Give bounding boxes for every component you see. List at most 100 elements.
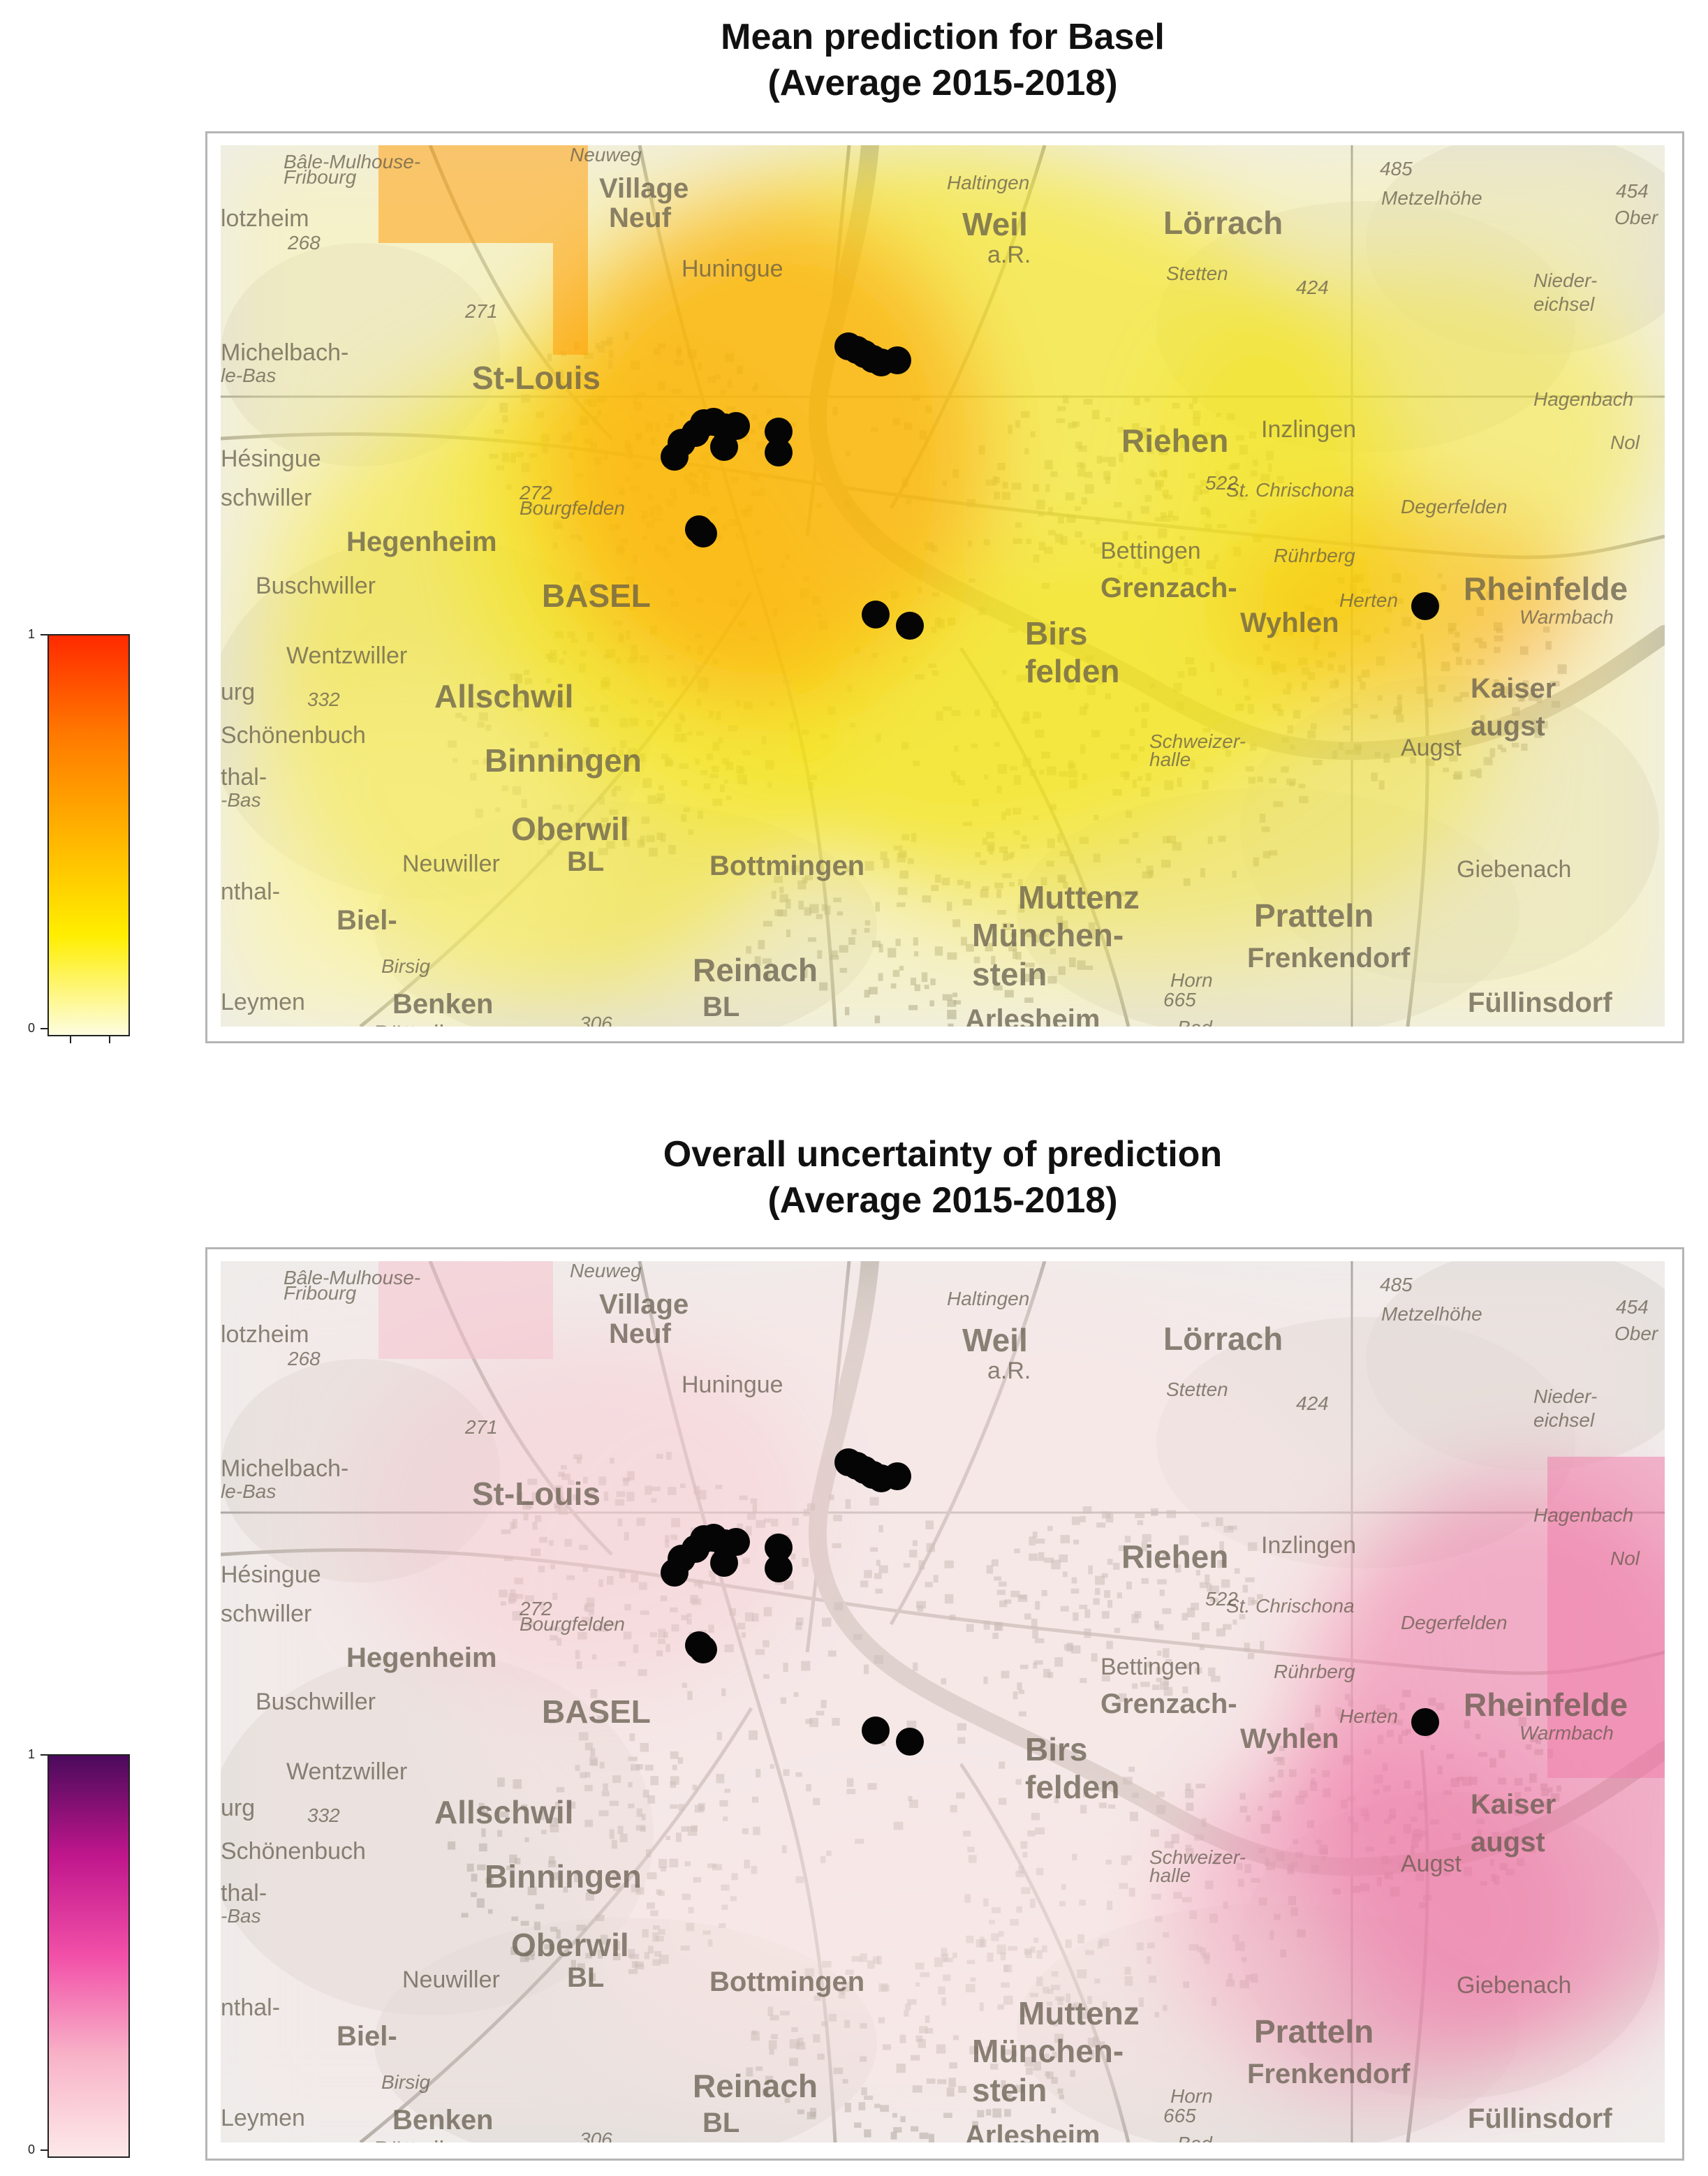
place-label: Ober — [1614, 207, 1658, 228]
place-label: nthal- — [221, 879, 281, 905]
overlay-cell — [378, 1261, 553, 1359]
station-marker[interactable] — [685, 515, 713, 543]
place-label: Giebenach — [1457, 856, 1572, 883]
place-label: Hagenbach — [1533, 388, 1634, 410]
place-label: Birs — [1025, 615, 1088, 652]
place-label: Augst — [1401, 735, 1462, 761]
station-marker[interactable] — [896, 1728, 924, 1756]
place-label: Giebenach — [1457, 1972, 1572, 1999]
map-mean[interactable]: Bâle-Mulhouse- Fribourg lotzheim 268 Village… — [221, 145, 1665, 1027]
place-label: Fribourg — [284, 166, 357, 188]
place-label: St. Chrischona — [1226, 479, 1355, 501]
place-label: Birsig — [381, 955, 431, 977]
place-label: Haltingen — [947, 172, 1030, 193]
place-label: Wyhlen — [1240, 1723, 1339, 1754]
station-marker[interactable] — [862, 1716, 890, 1744]
place-label: Bettingen — [1100, 1654, 1201, 1680]
place-label: Michelbach- — [221, 1455, 349, 1482]
place-label: Metzelhöhe — [1381, 1303, 1482, 1325]
place-label: Bättwil — [374, 1022, 444, 1027]
station-marker[interactable] — [722, 1528, 750, 1556]
station-marker[interactable] — [722, 412, 750, 440]
station-marker[interactable] — [862, 601, 890, 628]
place-label: Kaiser — [1471, 673, 1556, 704]
place-label: Augst — [1401, 1851, 1462, 1877]
place-label: Biel- — [337, 2021, 397, 2052]
place-label: Benken — [392, 989, 494, 1020]
place-label: München- — [972, 2033, 1124, 2069]
station-marker[interactable] — [1411, 1708, 1439, 1736]
place-label: Bättwil — [374, 2138, 444, 2142]
place-label: Huningue — [682, 1372, 783, 1398]
place-label: eichsel — [1533, 293, 1595, 315]
place-label: stein — [972, 2072, 1047, 2108]
colorbar-uncertainty — [47, 1754, 130, 2158]
place-label: Riehen — [1121, 1538, 1229, 1575]
place-label: thal- — [221, 1880, 267, 1906]
colorbar-min-label: 0 — [28, 2142, 36, 2156]
place-label: Reinach — [693, 952, 818, 988]
place-label: Muttenz — [1018, 1995, 1140, 2031]
prediction-overlay — [221, 1261, 1665, 2142]
place-label: felden — [1025, 653, 1120, 689]
place-label: Witters- — [485, 1025, 566, 1027]
place-label: a.R. — [987, 1358, 1031, 1384]
overlay-cell — [378, 145, 553, 243]
title-line1: Mean prediction for Basel — [721, 17, 1165, 57]
place-label: Hegenheim — [346, 1642, 497, 1673]
place-label: le-Bas — [221, 365, 277, 386]
place-label: St-Louis — [472, 360, 601, 396]
place-label: Neuweg — [570, 145, 642, 166]
colorbar-tick — [41, 1754, 47, 1756]
place-label: 271 — [465, 1416, 498, 1438]
place-label: 268 — [288, 232, 321, 253]
place-label: Binningen — [485, 742, 642, 779]
place-label: Rheinfelde — [1464, 1686, 1628, 1723]
place-label: Bourgfelden — [520, 497, 626, 519]
overlay-cell — [1547, 1457, 1665, 1778]
place-label: Rheinfelde — [1464, 571, 1628, 607]
place-label: 522 — [1205, 1588, 1238, 1610]
place-label: 306 — [580, 2129, 612, 2143]
place-label: Neuf — [609, 1318, 671, 1349]
place-label: Schweizer- — [1149, 730, 1246, 752]
place-label: Neuf — [609, 203, 671, 233]
station-marker[interactable] — [765, 1554, 793, 1582]
place-label: Neuwiller — [402, 851, 500, 877]
place-label: Witters- — [485, 2141, 566, 2142]
place-label: Rührberg — [1274, 545, 1355, 566]
place-label: Wyhlen — [1240, 608, 1339, 638]
map-uncertainty[interactable]: Bâle-Mulhouse- Fribourg lotzheim 268 Village… — [221, 1261, 1665, 2142]
station-marker[interactable] — [883, 1462, 911, 1490]
station-marker[interactable] — [661, 443, 689, 471]
place-label: Michelbach- — [221, 339, 349, 366]
place-label: Metzelhöhe — [1381, 187, 1482, 209]
place-label: Stetten — [1166, 263, 1228, 284]
place-label: Weil — [962, 206, 1028, 242]
colorbar-tick — [41, 634, 47, 635]
place-label: Bettingen — [1100, 538, 1201, 564]
station-marker[interactable] — [1411, 592, 1439, 620]
overlay-blob — [1156, 257, 1659, 620]
place-label: Fribourg — [284, 1282, 357, 1304]
place-label: 272 — [520, 1598, 552, 1619]
station-marker[interactable] — [685, 1631, 713, 1659]
station-marker[interactable] — [765, 439, 793, 466]
station-marker[interactable] — [883, 346, 911, 374]
title-line2: (Average 2015-2018) — [767, 1180, 1118, 1221]
station-marker[interactable] — [661, 1559, 689, 1587]
place-label: Degerfelden — [1401, 1612, 1508, 1633]
place-label: Neuweg — [570, 1261, 642, 1281]
place-label: Leymen — [221, 2105, 305, 2131]
place-label: Lörrach — [1163, 205, 1283, 241]
place-label: BL — [567, 1962, 605, 1993]
place-label: lotzheim — [221, 205, 309, 232]
place-label: Warmbach — [1519, 606, 1614, 628]
place-label: Reinach — [693, 2068, 818, 2104]
place-label: Bad — [1177, 1018, 1212, 1027]
place-label: Oberwil — [511, 811, 629, 847]
place-label: Nol — [1610, 1548, 1640, 1569]
place-label: Hagenbach — [1533, 1504, 1634, 1526]
station-marker[interactable] — [896, 612, 924, 640]
place-label: 454 — [1616, 180, 1649, 202]
